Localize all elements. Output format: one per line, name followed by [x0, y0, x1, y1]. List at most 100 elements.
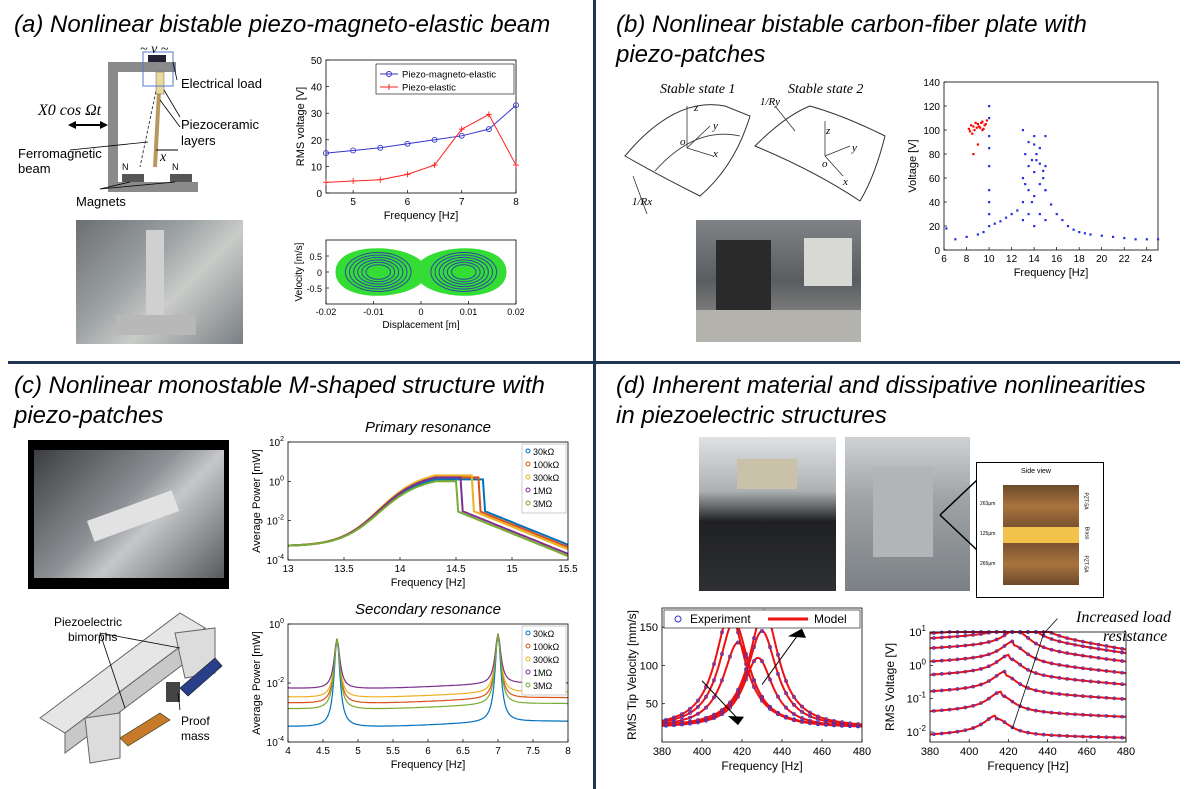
- voltage-frequency-chart: 6 8 10 12 14 16 18 20 22 24 0 20 40 60 80 100 120 140 Freq…: [907, 78, 1160, 279]
- stable-state-1-label: Stable state 1: [660, 82, 736, 97]
- side-dim-top: 263μm: [980, 501, 996, 507]
- legend-label: 30kΩ: [533, 447, 555, 457]
- plate-1: [624, 104, 751, 197]
- experiment-point: [939, 630, 944, 635]
- data-point: [1004, 216, 1008, 219]
- callout-line-top: [939, 479, 978, 516]
- phase-orbit: [438, 256, 489, 288]
- data-point: [377, 144, 384, 151]
- leader-proof-mass: [177, 692, 181, 711]
- legend-label: 300kΩ: [533, 655, 560, 665]
- leader-magnet-2: [99, 181, 176, 190]
- experiment-point: [932, 636, 936, 640]
- data-point: [1083, 232, 1086, 235]
- data-point: [1111, 235, 1115, 238]
- experiment-point: [1112, 681, 1117, 686]
- phase-orbit: [353, 256, 404, 288]
- rms-voltage-log-chart: 380 400 420 440 460 480 10-2 10-1 100 101 Frequenc…: [883, 618, 1135, 773]
- clamp-photo: [845, 437, 970, 591]
- experiment-point: [979, 654, 983, 659]
- model-curve: [929, 653, 1127, 686]
- y-tick-label: 40: [311, 83, 323, 94]
- experiment-point: [720, 678, 724, 683]
- y-tick-label: 150: [640, 622, 658, 634]
- experiment-point: [1112, 649, 1117, 654]
- y-tick-label: 0: [317, 268, 322, 278]
- experiment-point: [963, 705, 968, 710]
- data-point: [1044, 219, 1047, 222]
- arrow-line-1: [701, 680, 739, 720]
- model-curve: [661, 641, 862, 728]
- data-point: [972, 125, 975, 128]
- data-point: [1100, 234, 1103, 237]
- experiment-point: [947, 687, 952, 692]
- experiment-point: [1049, 710, 1054, 715]
- experiment-point: [728, 654, 732, 659]
- y-axis-label: Velocity [m/s]: [294, 242, 305, 301]
- experiment-point: [1065, 641, 1070, 646]
- phase-orbit: [450, 264, 477, 280]
- data-point: [1030, 201, 1034, 204]
- clamp-photo-block: [873, 467, 933, 557]
- data-point: [977, 125, 981, 128]
- y-tick-label: 0: [934, 246, 940, 257]
- experiment-point: [1057, 649, 1062, 654]
- experiment-point: [963, 633, 968, 638]
- ferromagnetic-label: Ferromagnetic: [18, 146, 102, 161]
- data-point: [988, 189, 991, 192]
- model-curve: [929, 670, 1127, 701]
- experiment-point: [1088, 645, 1093, 650]
- experiment-point: [784, 715, 788, 720]
- plot-frame: [661, 607, 863, 743]
- data-point: [945, 227, 948, 230]
- x-tick-label: 400: [693, 746, 711, 758]
- x-tick-label: 8: [565, 746, 571, 757]
- radius-x-lead: [632, 175, 648, 215]
- experiment-point: [971, 703, 975, 708]
- experiment-point: [688, 706, 692, 711]
- magnets-label: Magnets: [76, 194, 126, 209]
- experiment-point: [1073, 712, 1077, 717]
- experiment-point: [1088, 641, 1093, 646]
- experiment-point: [760, 659, 764, 664]
- phase-orbit: [430, 252, 498, 292]
- experiment-point: [848, 721, 852, 726]
- plate-photo-instrument: [804, 238, 852, 286]
- legend-label: Piezo-magneto-elastic: [402, 70, 496, 81]
- data-point: [982, 231, 985, 234]
- x-tick-label: 7: [495, 746, 501, 757]
- experiment-point: [1112, 669, 1117, 674]
- experiment-point: [1041, 659, 1046, 664]
- legend-label: 100kΩ: [533, 460, 560, 470]
- experiment-point: [712, 695, 716, 700]
- x-tick-label: 440: [773, 746, 791, 758]
- data-point: [1033, 171, 1036, 174]
- experiment-point: [1081, 678, 1085, 683]
- data-point: [1027, 165, 1030, 168]
- annotation-line: [1011, 633, 1045, 729]
- data-point: [971, 132, 974, 135]
- series-line: [325, 104, 517, 154]
- y-axis-label: RMS Voltage [V]: [883, 643, 897, 731]
- experiment-point: [1081, 734, 1085, 739]
- x-tick-label: 460: [1078, 746, 1096, 758]
- experiment-point: [720, 652, 724, 656]
- y-tick-label: -0.5: [306, 284, 322, 294]
- y-tick-label: 101: [909, 624, 926, 639]
- data-point: [1061, 219, 1064, 222]
- data-point: [967, 127, 970, 130]
- experiment-point: [688, 710, 692, 715]
- experiment-point: [728, 700, 732, 705]
- experiment-point: [1073, 642, 1077, 647]
- experiment-point: [736, 688, 740, 692]
- x-tick-label: 420: [733, 746, 751, 758]
- model-curve: [929, 640, 1127, 675]
- experiment-point: [1002, 633, 1007, 638]
- x-tick-label: 10: [983, 254, 995, 265]
- experiment-point: [1057, 711, 1062, 716]
- y-tick-label: 40: [929, 198, 941, 209]
- experiment-point: [1104, 657, 1109, 661]
- data-point: [323, 150, 329, 157]
- data-point: [1066, 225, 1070, 228]
- piezoceramic-label: Piezoceramic: [181, 117, 260, 132]
